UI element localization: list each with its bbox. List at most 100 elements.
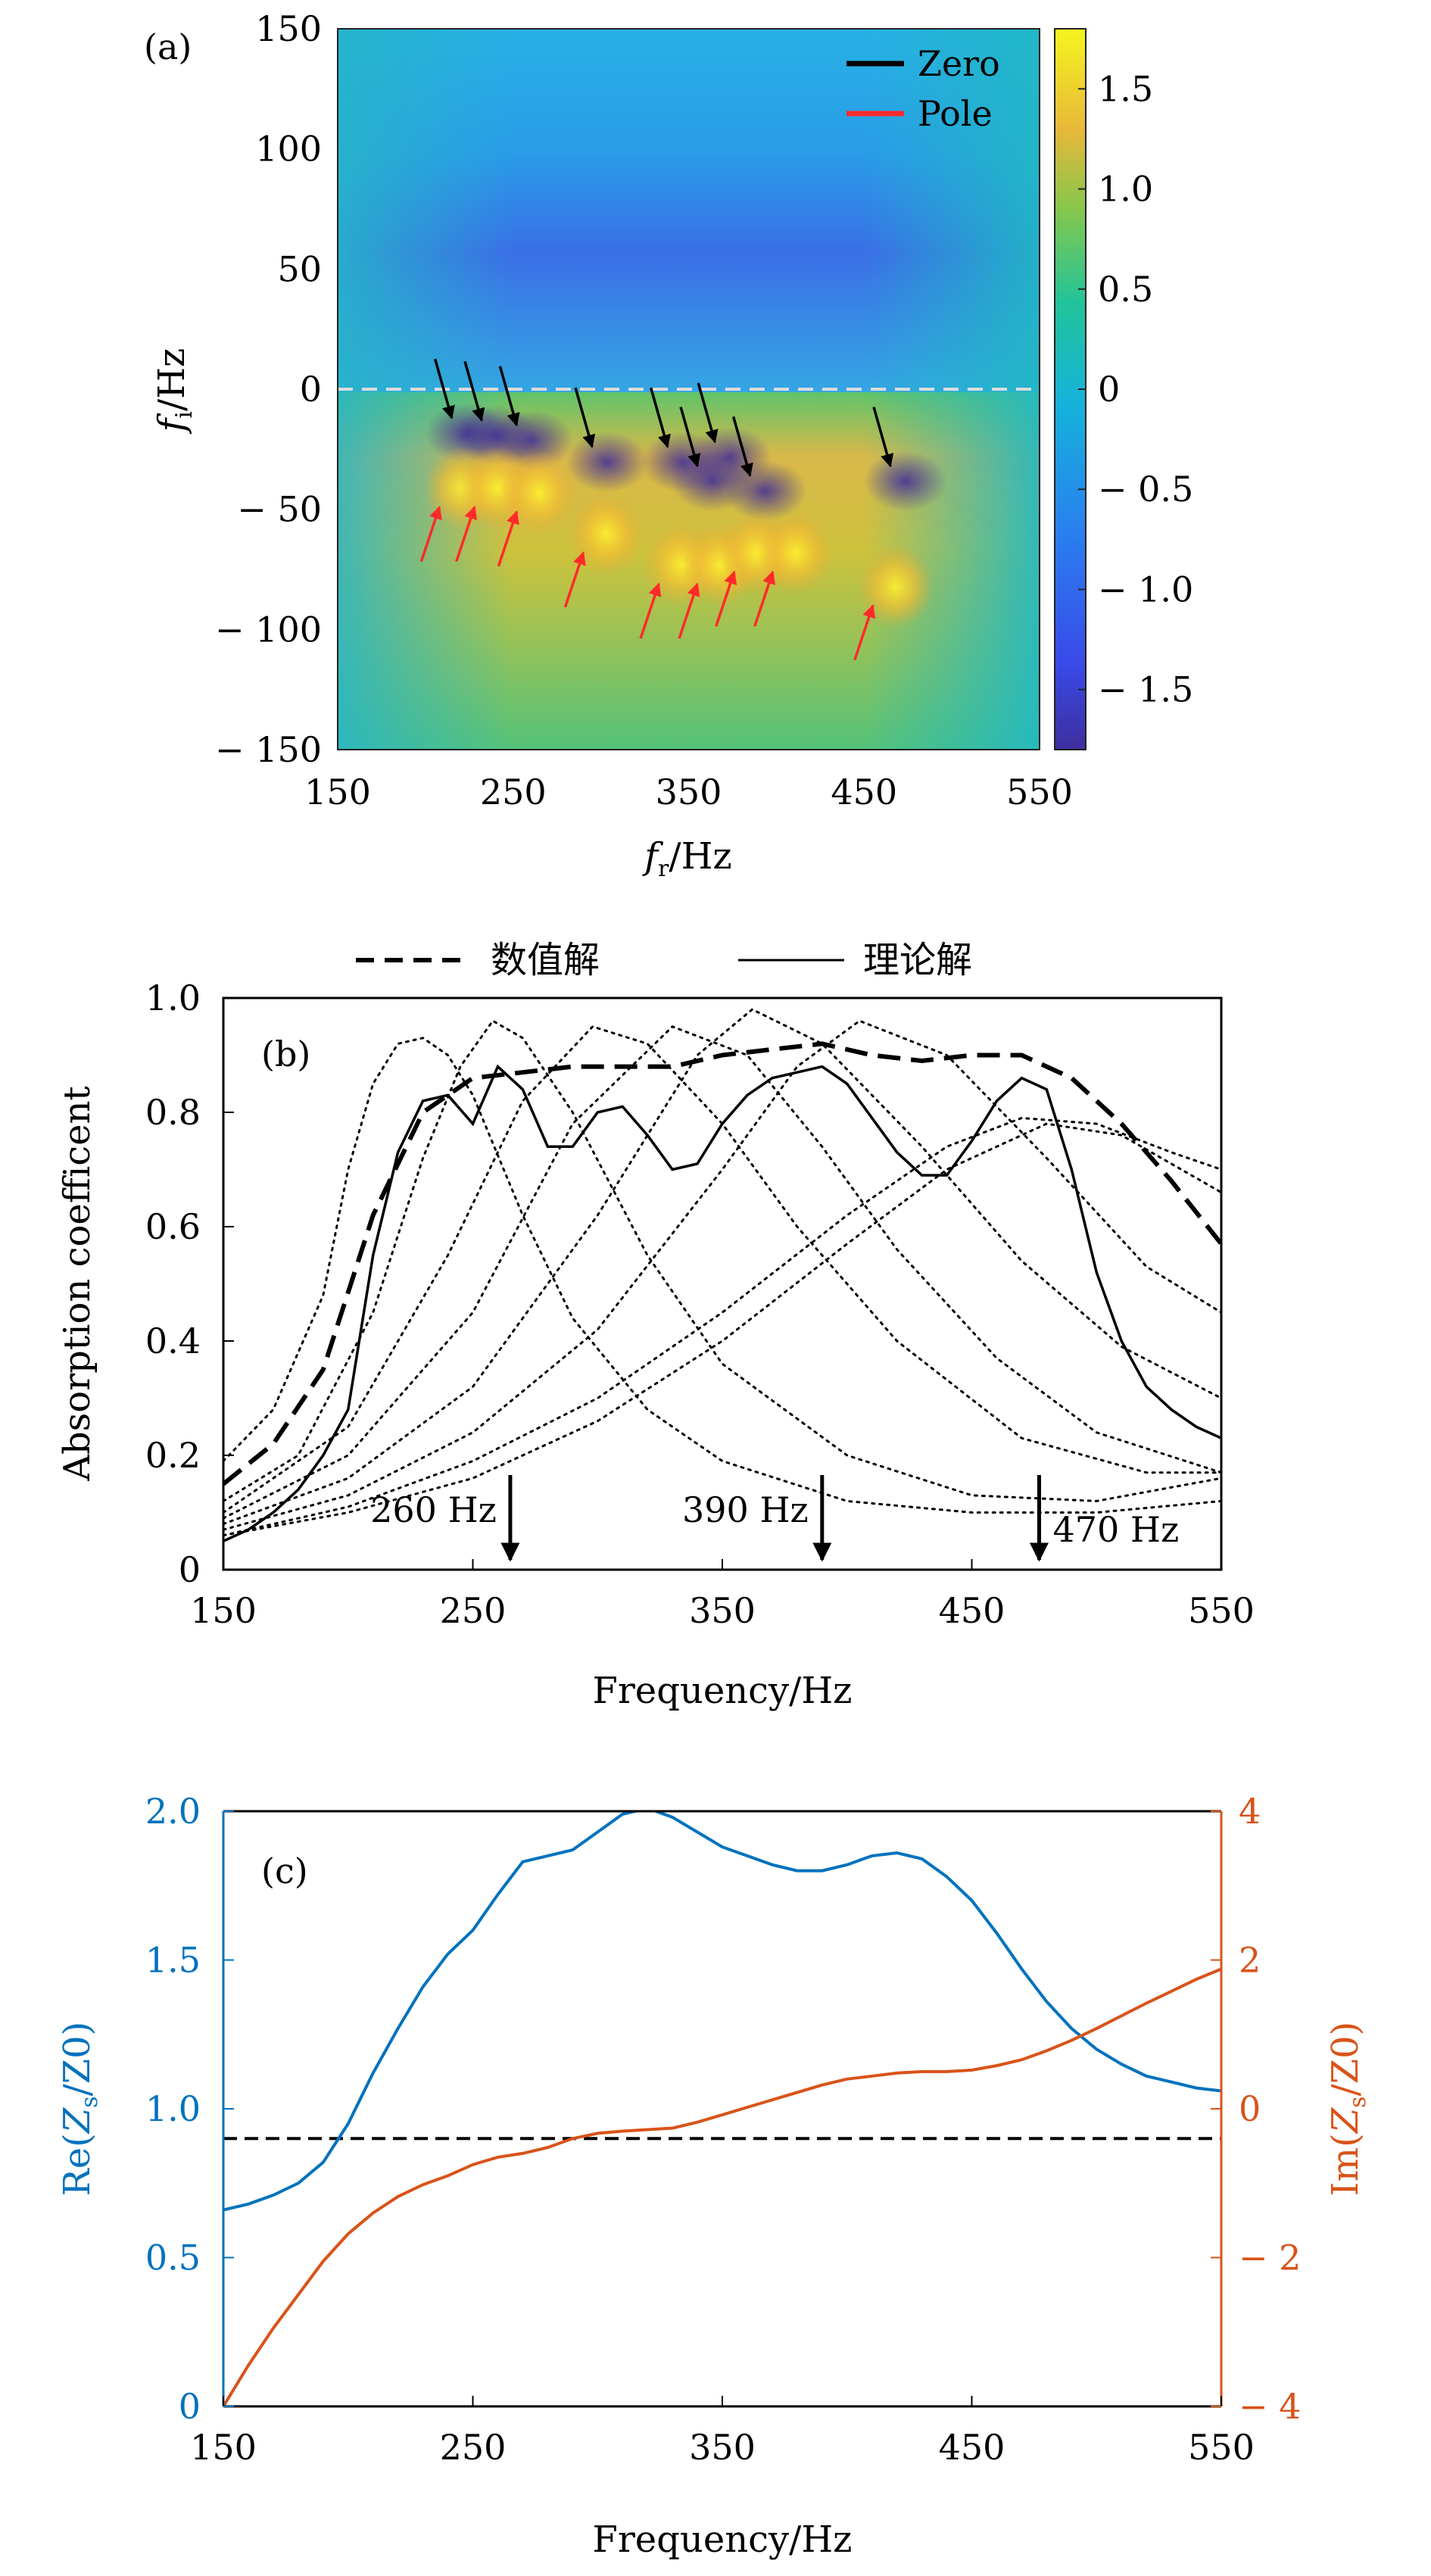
- y-tick-label-right: 0: [1239, 2088, 1261, 2129]
- colorbar-tick-label: 0.5: [1098, 269, 1153, 310]
- y-tick-label: − 50: [237, 489, 322, 530]
- y-axis-left-c: 0 0.5 1.0 1.5 2.0: [145, 1791, 234, 2427]
- zero-arrow: [697, 382, 719, 444]
- y-axis-label-a: fi/Hz: [151, 348, 198, 435]
- colorbar-ticks: 1.5 1.0 0.5 0 − 0.5 − 1.0 − 1.5: [1078, 68, 1193, 710]
- panel-c-label: (c): [261, 1851, 308, 1891]
- y-axis-b: 0 0.2 0.4 0.6 0.8 1.0: [145, 978, 234, 1590]
- y-tick-label: 1.0: [145, 978, 201, 1018]
- x-tick-label: 350: [656, 772, 722, 812]
- pole-arrow: [563, 551, 586, 608]
- colorbar-tick-label: − 1.0: [1098, 569, 1193, 610]
- y-axis-a: 150 100 50 0 − 50 − 100 − 150: [215, 8, 322, 770]
- y-tick-label: 0.8: [145, 1092, 201, 1133]
- series-line-dashed: [223, 1041, 1221, 1486]
- y-tick-label: − 150: [215, 729, 322, 770]
- pole-region: [501, 451, 578, 535]
- x-axis-a: 150 250 350 450 550: [304, 772, 1073, 812]
- x-tick-label: 550: [1188, 2427, 1255, 2468]
- y-axis-label-b: Absorption coefficent: [56, 1086, 98, 1481]
- panel-a: (a) Zero Pole 150 250 350 450 550 150 100 50 0 −…: [144, 8, 1193, 882]
- zero-region: [566, 432, 650, 493]
- x-axis-label-a: fr/Hz: [642, 835, 731, 882]
- x-tick-label: 350: [689, 2427, 756, 2468]
- y-tick-label: 150: [255, 8, 322, 49]
- series-line-dotted: [223, 1025, 1221, 1514]
- x-axis-label-b: Frequency/Hz: [593, 1670, 853, 1712]
- pole-arrow: [639, 582, 662, 639]
- x-tick-label: 250: [440, 1590, 507, 1631]
- legend-numerical-label: 数值解: [491, 939, 600, 981]
- y-tick-label-left: 0: [179, 2386, 201, 2427]
- frequency-annotation: 470 Hz: [1052, 1509, 1179, 1550]
- legend-zero-label: Zero: [918, 43, 1000, 84]
- y-tick-label: 0: [179, 1549, 201, 1590]
- colorbar-tick-label: 1.0: [1098, 169, 1153, 210]
- x-axis-label-c: Frequency/Hz: [593, 2518, 853, 2561]
- colorbar-tick-label: − 1.5: [1098, 669, 1193, 710]
- colorbar-tick-label: 0: [1098, 369, 1120, 410]
- x-tick-label: 150: [190, 1590, 257, 1631]
- y-axis-right-c: − 4 − 2 0 2 4: [1211, 1791, 1301, 2427]
- zero-arrow: [463, 360, 485, 422]
- x-tick-label: 450: [831, 772, 897, 812]
- series-line-dotted: [223, 1025, 1221, 1520]
- pole-region: [857, 544, 934, 628]
- series-line-right: [223, 1967, 1221, 2406]
- x-tick-label: 250: [480, 772, 547, 812]
- y-tick-label-left: 2.0: [145, 1791, 201, 1832]
- plot-frame-b: [222, 996, 1223, 1571]
- legend-a: Zero Pole: [846, 43, 1000, 134]
- colorbar-tick-label: 1.5: [1098, 68, 1153, 109]
- colorbar-tick-label: − 0.5: [1098, 469, 1193, 510]
- series-line-left: [223, 1811, 1221, 2212]
- series-line-dotted: [223, 1019, 1221, 1502]
- legend-pole-label: Pole: [918, 93, 993, 134]
- pole-region: [568, 491, 644, 575]
- pole-arrow: [497, 510, 519, 567]
- y-tick-label: 0: [300, 369, 322, 410]
- x-tick-label: 150: [190, 2427, 257, 2468]
- series-line-dotted: [223, 1008, 1221, 1526]
- y-tick-label: 0.2: [145, 1435, 201, 1476]
- x-tick-label: 550: [1006, 772, 1073, 812]
- pole-arrow: [678, 582, 700, 639]
- zero-arrow: [433, 358, 455, 419]
- x-tick-label: 350: [689, 1590, 756, 1631]
- pole-region: [757, 511, 834, 595]
- series-line-dotted: [223, 1122, 1221, 1537]
- y-tick-label-right: 2: [1239, 1940, 1261, 1981]
- panel-b: 数值解 理论解 (b) 260 Hz 390 Hz 470 Hz 150 250 350…: [56, 939, 1255, 1712]
- legend-b: 数值解 理论解: [356, 939, 972, 981]
- y-tick-label-right: − 2: [1239, 2238, 1301, 2278]
- y-tick-label-left: 1.5: [145, 1940, 201, 1981]
- x-tick-label: 250: [440, 2427, 507, 2468]
- plot-area-c: [223, 1811, 1221, 2406]
- x-tick-label: 550: [1188, 1590, 1255, 1631]
- zero-arrow: [574, 387, 596, 448]
- frequency-annotation: 260 Hz: [370, 1489, 497, 1530]
- panel-a-label: (a): [144, 27, 192, 67]
- series-line-dotted: [223, 1116, 1221, 1537]
- y-tick-label: − 100: [215, 609, 322, 650]
- y-tick-label-left: 0.5: [145, 2238, 201, 2278]
- x-axis-b: 150 250 350 450 550: [190, 1559, 1255, 1631]
- plot-area-b: [223, 1008, 1221, 1542]
- zero-arrow: [498, 366, 520, 427]
- x-tick-label: 450: [939, 1590, 1005, 1631]
- zero-region: [864, 451, 948, 512]
- y-tick-label-left: 1.0: [145, 2088, 201, 2129]
- y-tick-label: 0.4: [145, 1321, 201, 1361]
- x-tick-label: 150: [304, 772, 371, 812]
- panel-c: (c) 150 250 350 450 550 0 0.5 1.0 1.5 2.0 − 4 − 2…: [56, 1791, 1371, 2561]
- pole-arrow: [455, 505, 478, 563]
- series-line-dotted: [223, 1037, 1221, 1514]
- x-tick-label: 450: [939, 2427, 1005, 2468]
- zero-arrow: [731, 416, 753, 477]
- y-axis-right-label-c: Im(Zs/Z0): [1324, 2022, 1371, 2197]
- y-tick-label: 0.6: [145, 1206, 201, 1247]
- zero-arrow: [679, 407, 701, 468]
- heatmap-frame: [337, 28, 1040, 750]
- y-tick-label-right: − 4: [1239, 2386, 1301, 2427]
